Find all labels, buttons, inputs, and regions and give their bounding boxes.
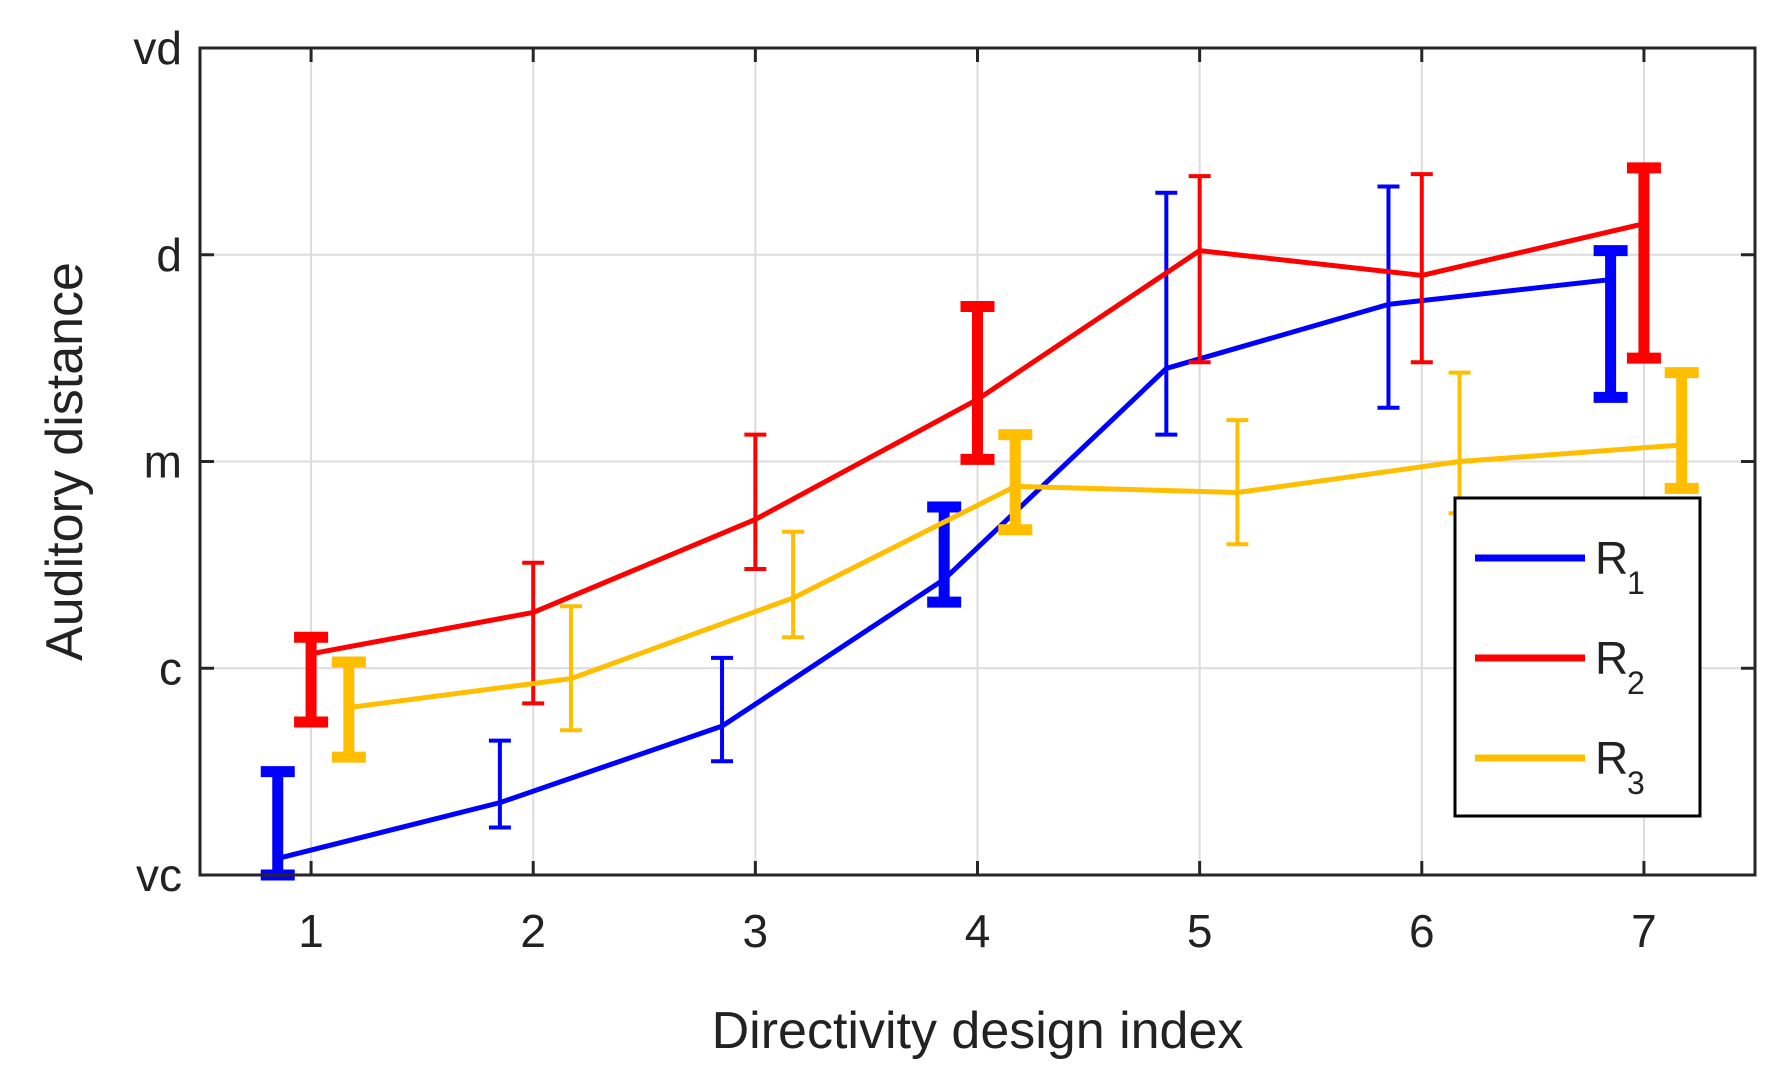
legend-item: R1 bbox=[1475, 532, 1645, 601]
x-tick-label: 2 bbox=[520, 905, 546, 957]
x-tick-label: 7 bbox=[1631, 905, 1657, 957]
error-bar bbox=[1188, 174, 1211, 365]
error-bar bbox=[1155, 190, 1178, 437]
error-bar bbox=[1448, 370, 1471, 516]
y-axis-label: Auditory distance bbox=[36, 262, 94, 661]
x-tick-label: 1 bbox=[298, 905, 324, 957]
legend-label: R bbox=[1595, 532, 1628, 584]
error-bar bbox=[331, 656, 366, 763]
x-tick-label: 6 bbox=[1409, 905, 1435, 957]
error-bar bbox=[782, 529, 805, 640]
x-tick-label: 3 bbox=[743, 905, 769, 957]
error-bar bbox=[260, 766, 295, 881]
y-tick-label: vd bbox=[133, 22, 182, 74]
y-tick-label: d bbox=[156, 229, 182, 281]
legend-subscript: 3 bbox=[1627, 765, 1645, 801]
legend-item: R3 bbox=[1475, 732, 1645, 801]
error-bar bbox=[1377, 184, 1400, 410]
series-r2 bbox=[294, 162, 1661, 728]
error-bar bbox=[711, 655, 734, 764]
error-bar bbox=[1410, 172, 1433, 365]
legend-subscript: 1 bbox=[1627, 565, 1645, 601]
series-r1 bbox=[260, 184, 1628, 881]
error-bar bbox=[522, 560, 545, 706]
legend-label: R bbox=[1595, 632, 1628, 684]
x-axis-label: Directivity design index bbox=[712, 1002, 1244, 1060]
ticks bbox=[200, 46, 1755, 877]
series-layer bbox=[260, 162, 1699, 881]
y-tick-label: c bbox=[159, 642, 182, 694]
y-tick-label: m bbox=[144, 436, 182, 488]
legend-label: R bbox=[1595, 732, 1628, 784]
legend-item: R2 bbox=[1475, 632, 1645, 701]
y-tick-label: vc bbox=[136, 849, 182, 901]
error-bar bbox=[294, 631, 329, 728]
error-bar bbox=[1593, 245, 1628, 403]
x-tick-label: 5 bbox=[1187, 905, 1213, 957]
error-bar bbox=[960, 300, 995, 465]
series-r3 bbox=[331, 367, 1699, 763]
error-bar bbox=[1626, 162, 1661, 364]
error-bar bbox=[559, 604, 582, 733]
error-bar bbox=[1664, 367, 1699, 494]
error-bar bbox=[1226, 418, 1249, 547]
tick-labels: 1 2 3 4 5 6 7 vc c m d vd bbox=[133, 22, 1656, 957]
error-bar bbox=[744, 432, 767, 572]
error-bar bbox=[998, 429, 1033, 536]
legend-subscript: 2 bbox=[1627, 665, 1645, 701]
error-bar bbox=[488, 738, 511, 830]
x-tick-label: 4 bbox=[965, 905, 991, 957]
